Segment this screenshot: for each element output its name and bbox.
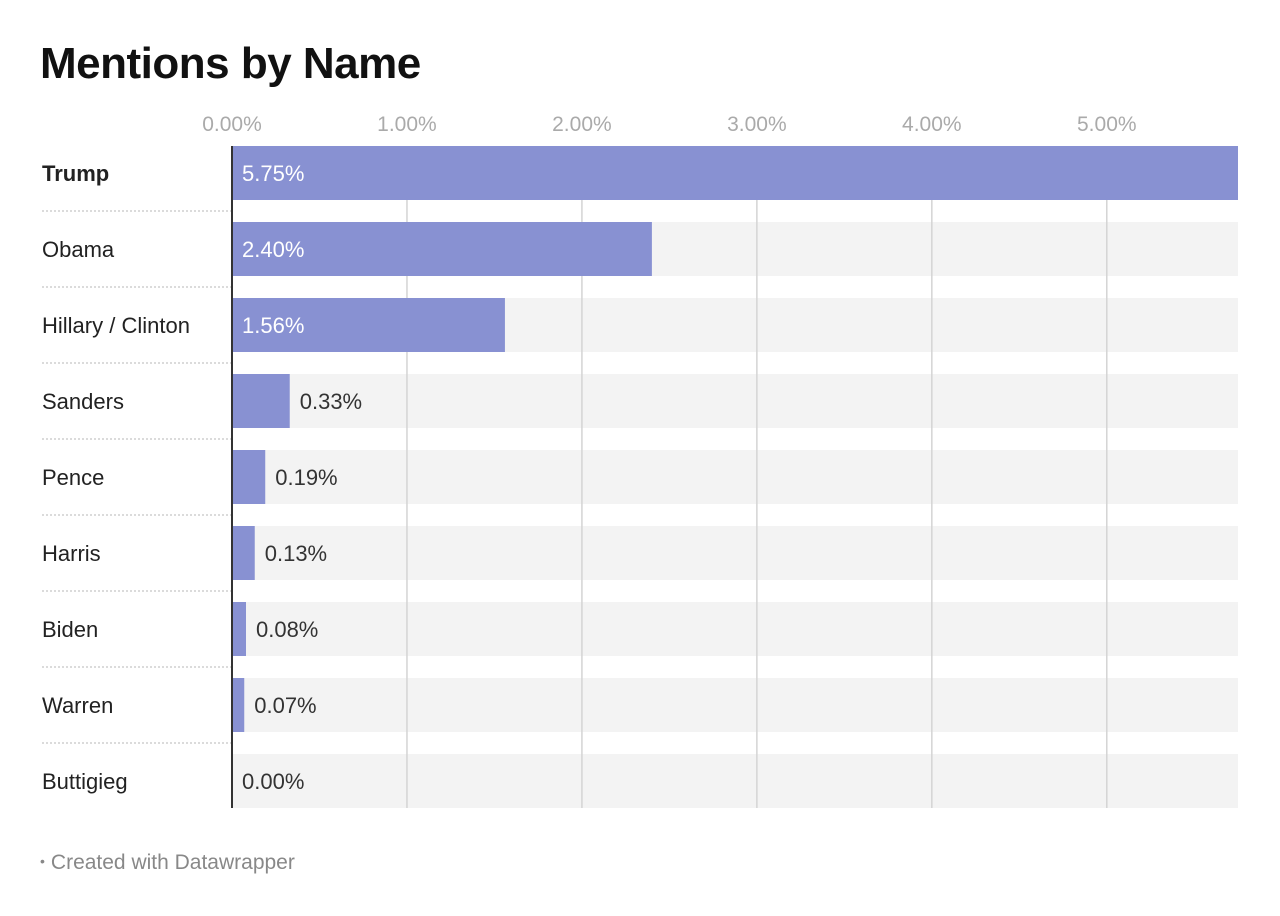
category-label: Obama xyxy=(42,237,115,262)
bar-value-label: 1.56% xyxy=(242,313,304,338)
footer-credit: • Created with Datawrapper xyxy=(40,848,295,876)
bar xyxy=(232,526,255,580)
category-label: Hillary / Clinton xyxy=(42,313,190,338)
category-label: Sanders xyxy=(42,389,124,414)
category-label: Pence xyxy=(42,465,104,490)
bar-value-label: 0.07% xyxy=(254,693,316,718)
x-axis-ticks: 0.00% 1.00% 2.00% 3.00% 4.00% 5.00% xyxy=(202,113,1136,136)
x-tick-label: 3.00% xyxy=(727,113,787,136)
bar-track xyxy=(232,678,1238,732)
bar-value-label: 0.00% xyxy=(242,769,304,794)
bar-value-label: 2.40% xyxy=(242,237,304,262)
bar-row: Sanders xyxy=(42,374,1238,440)
bar xyxy=(232,374,290,428)
footer-text: Created with Datawrapper xyxy=(50,851,295,874)
bar-track xyxy=(232,374,1238,428)
bars: 5.75% 2.40% 1.56% 0.33% 0.19% 0.13% 0.08% 0.07%… xyxy=(232,146,1238,794)
chart-title: Mentions by Name xyxy=(40,39,421,88)
bar-row: Hillary / Clinton xyxy=(42,298,1238,364)
category-label: Biden xyxy=(42,617,98,642)
bar-value-label: 5.75% xyxy=(242,161,304,186)
bar-row: Harris xyxy=(42,526,1238,592)
x-tick-label: 1.00% xyxy=(377,113,437,136)
bar-value-label: 0.33% xyxy=(300,389,362,414)
bar-row: Pence xyxy=(42,450,1238,516)
bar-track xyxy=(232,450,1238,504)
category-label: Harris xyxy=(42,541,101,566)
x-tick-label: 2.00% xyxy=(552,113,612,136)
category-label: Trump xyxy=(42,161,109,186)
bar-row: Buttigieg xyxy=(42,754,1238,808)
bar xyxy=(232,146,1238,200)
bar xyxy=(232,678,245,732)
footer-bullet: • xyxy=(40,853,45,869)
bar xyxy=(232,222,652,276)
bar xyxy=(232,298,505,352)
category-label: Warren xyxy=(42,693,113,718)
bar xyxy=(232,450,266,504)
x-tick-label: 5.00% xyxy=(1077,113,1137,136)
bar-track xyxy=(232,526,1238,580)
bar-row: Warren xyxy=(42,678,1238,744)
bar xyxy=(232,602,246,656)
bar-row: Biden xyxy=(42,602,1238,668)
category-label: Buttigieg xyxy=(42,769,128,794)
bar-track xyxy=(232,754,1238,808)
bar-value-label: 0.13% xyxy=(265,541,327,566)
bar-value-label: 0.19% xyxy=(275,465,337,490)
x-tick-label: 0.00% xyxy=(202,113,262,136)
x-tick-label: 4.00% xyxy=(902,113,962,136)
bar-value-label: 0.08% xyxy=(256,617,318,642)
bar-track xyxy=(232,602,1238,656)
